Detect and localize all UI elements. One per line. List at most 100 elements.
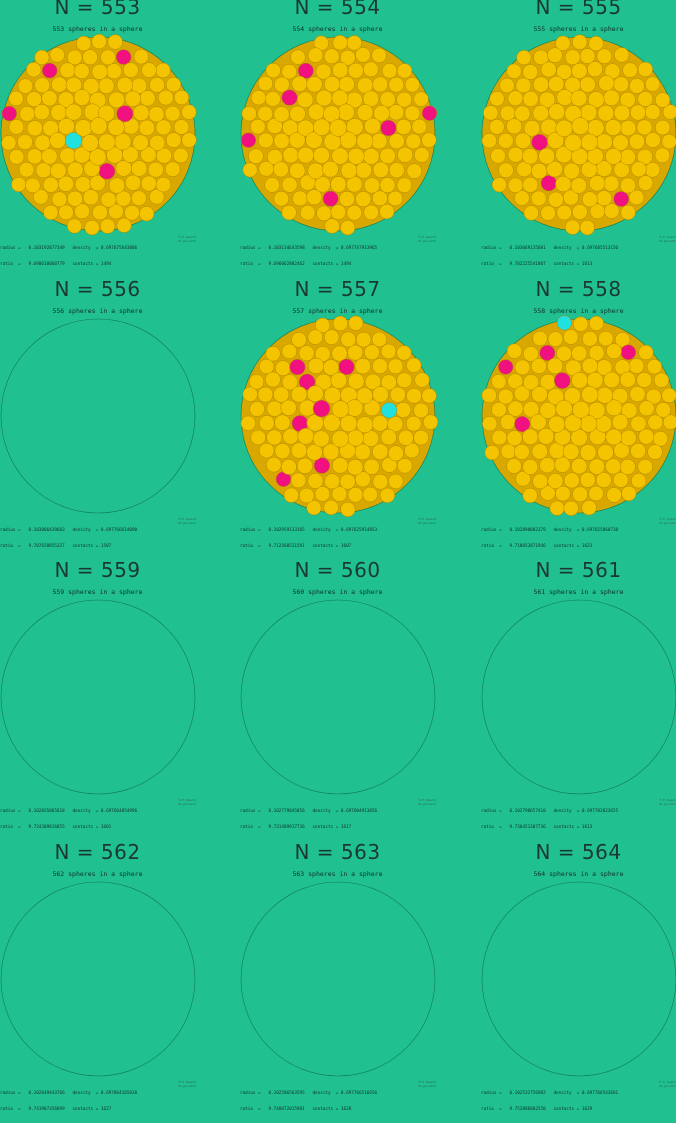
- packed-sphere: [381, 63, 398, 79]
- stats-row-2: ratio = 9.712560531591 contacts = 1607: [240, 544, 430, 549]
- radius-value: radius = 0.102532756902: [481, 1090, 546, 1096]
- packed-sphere: [499, 77, 515, 94]
- packed-sphere: [645, 388, 662, 405]
- packed-sphere: [307, 103, 325, 121]
- packed-sphere: [266, 456, 282, 473]
- packed-sphere: [323, 499, 339, 516]
- packed-sphere: [257, 132, 274, 149]
- packed-sphere: [620, 177, 636, 194]
- packing-cell: N = 554 554 spheres in a sphere radius =…: [240, 0, 465, 272]
- packed-sphere: [100, 191, 117, 208]
- packed-sphere: [107, 118, 125, 136]
- packed-sphere: [354, 357, 371, 375]
- author-credit: © E. Specht 01-Jan-2011: [178, 517, 197, 525]
- packed-sphere: [140, 175, 157, 192]
- packed-sphere: [51, 76, 68, 93]
- packed-sphere: [280, 399, 297, 416]
- packed-sphere: [563, 329, 579, 345]
- packed-sphere: [25, 177, 41, 194]
- packed-sphere: [411, 118, 428, 135]
- packed-sphere: [598, 330, 614, 347]
- packed-sphere: [339, 49, 356, 66]
- packed-sphere: [619, 371, 636, 388]
- author-credit: © E. Specht 01-Jan-2011: [178, 235, 197, 243]
- packed-sphere: [522, 487, 538, 504]
- packed-sphere: [122, 62, 139, 78]
- stats-row-2: ratio = 9.748072015981 contacts = 1628: [240, 1107, 430, 1112]
- packed-sphere: [622, 62, 638, 78]
- packed-sphere: [332, 457, 349, 474]
- contacts-value: contacts = 1601: [72, 825, 112, 831]
- stats-row-2: ratio = 9.696062882462 contacts = 1494: [240, 262, 430, 267]
- container-sphere-outline: [240, 881, 436, 1077]
- packed-sphere: [274, 443, 291, 460]
- packing-subtitle: 560 spheres in a sphere: [292, 588, 383, 596]
- rattler-sphere: [41, 62, 58, 79]
- packed-sphere: [515, 77, 532, 94]
- density-value: density = 0.697766516656: [312, 1090, 378, 1096]
- packed-sphere: [532, 104, 550, 122]
- packing-stats: radius = 0.102586563595 density = 0.6977…: [240, 1080, 430, 1123]
- packed-sphere: [570, 177, 587, 194]
- packed-sphere: [497, 388, 514, 405]
- packed-sphere: [489, 119, 505, 135]
- packed-sphere: [506, 63, 522, 79]
- packed-sphere: [116, 76, 133, 94]
- packed-sphere: [89, 148, 107, 166]
- packed-sphere: [347, 372, 365, 390]
- packed-sphere: [662, 104, 676, 120]
- rattler-sphere: [553, 372, 571, 389]
- packed-sphere: [581, 191, 598, 208]
- rattler-sphere: [98, 162, 116, 180]
- packed-sphere: [81, 134, 99, 152]
- packed-sphere: [613, 76, 630, 93]
- density-value: density = 0.697064165020: [72, 1090, 138, 1096]
- free-sphere: [380, 402, 398, 419]
- sphere-diagram: [0, 318, 196, 514]
- packed-sphere: [507, 146, 524, 163]
- packed-sphere: [273, 132, 290, 149]
- ratio-value: ratio = 9.741987356899: [0, 1107, 65, 1113]
- stats-row-2: ratio = 9.736451307736 contacts = 1613: [481, 825, 671, 830]
- stats-row-1: radius = 0.102798657410 density = 0.6977…: [481, 809, 671, 814]
- packed-sphere: [645, 132, 661, 148]
- radius-value: radius = 0.103192877349: [0, 245, 65, 251]
- radius-value: radius = 0.102898882379: [481, 527, 546, 533]
- packed-sphere: [491, 429, 508, 446]
- packed-sphere: [355, 191, 372, 208]
- packed-sphere: [8, 119, 25, 135]
- packing-stats: radius = 0.102835065618 density = 0.6976…: [0, 798, 190, 841]
- packed-sphere: [491, 177, 507, 193]
- packed-sphere: [165, 76, 182, 93]
- density-value: density = 0.697685513156: [553, 245, 619, 251]
- packed-sphere: [396, 91, 413, 108]
- packed-sphere: [605, 428, 623, 446]
- radius-value: radius = 0.102959133365: [240, 527, 305, 533]
- packed-sphere: [371, 47, 387, 64]
- rattler-sphere: [116, 105, 134, 123]
- packed-sphere: [82, 189, 99, 206]
- packed-sphere: [597, 104, 615, 122]
- packed-sphere: [181, 132, 197, 148]
- packed-sphere: [507, 400, 524, 417]
- packed-sphere: [413, 402, 429, 419]
- packed-sphere: [17, 134, 33, 150]
- packed-sphere: [388, 473, 404, 490]
- sphere-diagram: [481, 315, 676, 516]
- packed-sphere: [331, 430, 349, 448]
- packed-sphere: [636, 119, 653, 136]
- ratio-value: ratio = 9.748072015981: [240, 1107, 305, 1113]
- packed-sphere: [140, 146, 157, 163]
- packed-sphere: [1, 135, 17, 151]
- packed-sphere: [289, 162, 306, 179]
- stats-row-2: ratio = 9.731489917736 contacts = 1617: [240, 825, 430, 830]
- packed-sphere: [588, 458, 605, 475]
- packing-cell: N = 562 562 spheres in a sphere radius =…: [0, 840, 225, 1117]
- packed-sphere: [257, 386, 274, 403]
- packing-cell: N = 557 557 spheres in a sphere radius =…: [240, 277, 465, 554]
- packed-sphere: [340, 331, 357, 348]
- packed-sphere: [490, 148, 506, 164]
- packed-sphere: [73, 63, 90, 80]
- packed-sphere: [514, 132, 532, 149]
- packed-sphere: [314, 317, 331, 334]
